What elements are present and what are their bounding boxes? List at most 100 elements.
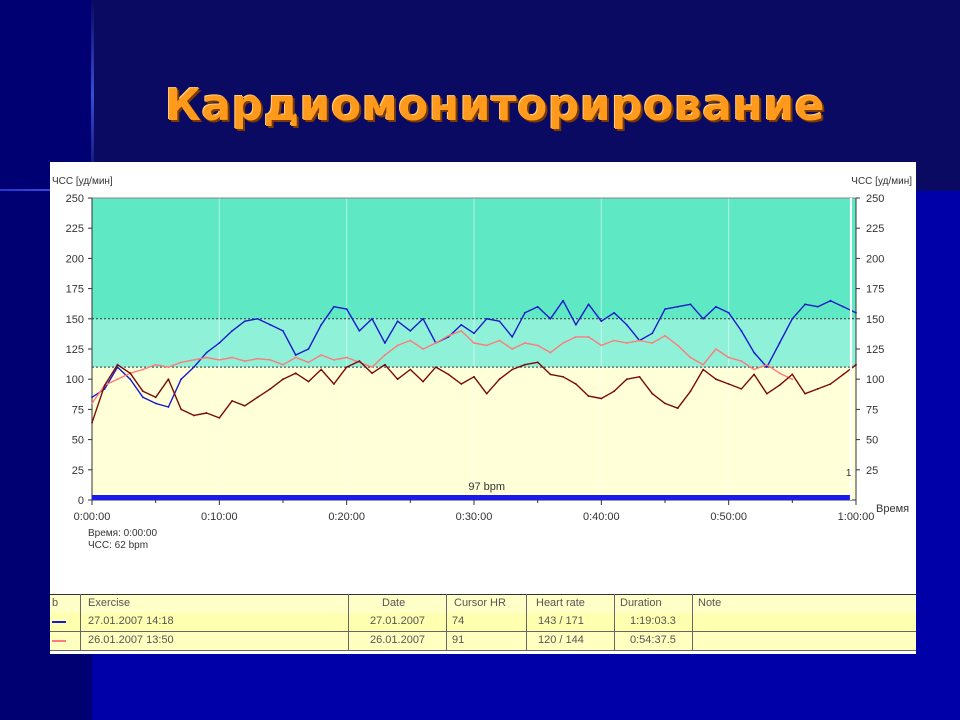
hr-data-point — [192, 414, 195, 417]
hr-data-point — [485, 392, 488, 395]
col-header-note[interactable]: Note — [698, 597, 722, 609]
table-divider — [692, 594, 693, 650]
col-header-heart-rate[interactable]: Heart rate — [536, 597, 585, 609]
hr-data-point — [511, 336, 514, 338]
hr-data-point — [791, 317, 794, 320]
hr-data-point — [511, 348, 514, 350]
y-tick-label-right: 175 — [866, 284, 884, 296]
col-header-exercise[interactable]: Exercise — [88, 597, 131, 609]
hr-data-point — [320, 368, 323, 371]
hr-data-point — [804, 392, 806, 395]
hr-data-point — [778, 384, 781, 387]
hr-data-point — [791, 378, 794, 381]
hr-data-point — [587, 395, 590, 398]
hr-data-point — [562, 299, 565, 302]
hr-data-point — [294, 354, 297, 356]
hr-data-point — [371, 372, 374, 375]
cursor-time-readout: Время: 0:00:00 — [88, 528, 157, 539]
hr-data-point — [409, 329, 412, 332]
hr-data-point — [180, 408, 183, 411]
hr-data-point — [727, 311, 730, 314]
table-header: b Exercise Date Cursor HR Heart rate Dur… — [50, 594, 916, 614]
table-row[interactable]: 26.01.2007 13:50 26.01.2007 91 120 / 144… — [50, 632, 916, 651]
hr-data-point — [409, 368, 412, 371]
hr-data-point — [765, 392, 768, 395]
x-tick-label: 0:30:00 — [456, 511, 493, 523]
y-tick-label-left: 250 — [66, 193, 84, 205]
hr-data-point — [345, 356, 348, 359]
hr-data-point — [256, 357, 259, 360]
col-header-cursor-hr[interactable]: Cursor HR — [454, 597, 506, 609]
hr-data-point — [256, 396, 259, 399]
hr-data-point — [715, 305, 717, 308]
y-tick-label-right: 225 — [866, 223, 884, 235]
hr-data-point — [587, 336, 590, 338]
hr-data-point — [791, 373, 794, 376]
hr-data-point — [664, 308, 666, 311]
series-color-swatch — [52, 640, 66, 642]
hr-data-point — [574, 336, 577, 338]
x-tick-label: 0:00:00 — [74, 511, 111, 523]
hr-data-point — [154, 396, 157, 399]
slide-background-top — [0, 0, 960, 190]
y-axis-label-right: ЧСС [уд/мин] — [851, 176, 912, 187]
table-row[interactable]: 27.01.2007 14:18 27.01.2007 74 143 / 171… — [50, 613, 916, 632]
y-tick-label-right: 100 — [866, 374, 884, 386]
hr-data-point — [549, 317, 552, 320]
hr-data-point — [549, 373, 552, 376]
hr-data-point — [243, 320, 246, 323]
hr-data-point — [625, 378, 628, 381]
hr-data-point — [231, 329, 233, 332]
table-divider — [348, 594, 349, 650]
hr-data-point — [651, 342, 654, 344]
hr-data-point — [753, 373, 756, 376]
hr-data-point — [753, 368, 756, 371]
hr-data-point — [307, 380, 310, 383]
hr-data-point — [371, 366, 374, 369]
exercise-bar — [92, 495, 851, 500]
x-tick-label: 0:40:00 — [583, 511, 620, 523]
hr-data-point — [91, 402, 93, 405]
col-header-duration[interactable]: Duration — [620, 597, 662, 609]
hr-data-point — [256, 317, 259, 320]
hr-data-point — [320, 323, 323, 326]
y-tick-label-left: 75 — [72, 404, 84, 416]
hr-data-point — [218, 358, 221, 361]
hr-data-point — [524, 363, 526, 366]
hr-data-point — [549, 351, 552, 354]
hr-data-point — [447, 334, 450, 337]
hr-data-point — [103, 384, 106, 387]
x-tick-label: 0:10:00 — [201, 511, 238, 523]
hr-data-point — [231, 400, 233, 402]
hr-data-point — [154, 402, 157, 405]
hr-data-point — [243, 404, 246, 407]
row-exercise: 26.01.2007 13:50 — [88, 634, 174, 646]
hr-data-point — [715, 348, 717, 350]
slide-title: Кардиомониторирование — [164, 80, 826, 131]
y-tick-label-right: 200 — [866, 253, 884, 265]
y-axis-label-left: ЧСС [уд/мин] — [52, 176, 113, 187]
hr-data-point — [651, 332, 654, 335]
hr-data-point — [613, 339, 615, 342]
hr-data-point — [307, 348, 310, 350]
hr-data-point — [116, 363, 119, 366]
hr-data-point — [574, 383, 577, 385]
hr-data-point — [180, 378, 183, 381]
hr-data-point — [282, 329, 284, 332]
hr-data-point — [524, 311, 526, 314]
hr-data-point — [511, 368, 514, 371]
y-tick-label-left: 100 — [66, 374, 84, 386]
hr-data-point — [536, 361, 539, 364]
y-tick-label-right: 75 — [866, 404, 878, 416]
hr-data-point — [282, 378, 284, 381]
hr-data-point — [816, 387, 819, 390]
col-header-date[interactable]: Date — [382, 597, 406, 609]
hr-data-point — [396, 344, 399, 347]
hr-data-point — [269, 358, 272, 361]
hr-data-point — [689, 390, 692, 393]
hr-data-point — [498, 320, 501, 323]
hr-data-point — [383, 342, 386, 344]
hr-data-point — [778, 372, 781, 375]
y-tick-label-left: 200 — [66, 253, 84, 265]
exercise-bar-label: 97 bpm — [468, 481, 505, 493]
